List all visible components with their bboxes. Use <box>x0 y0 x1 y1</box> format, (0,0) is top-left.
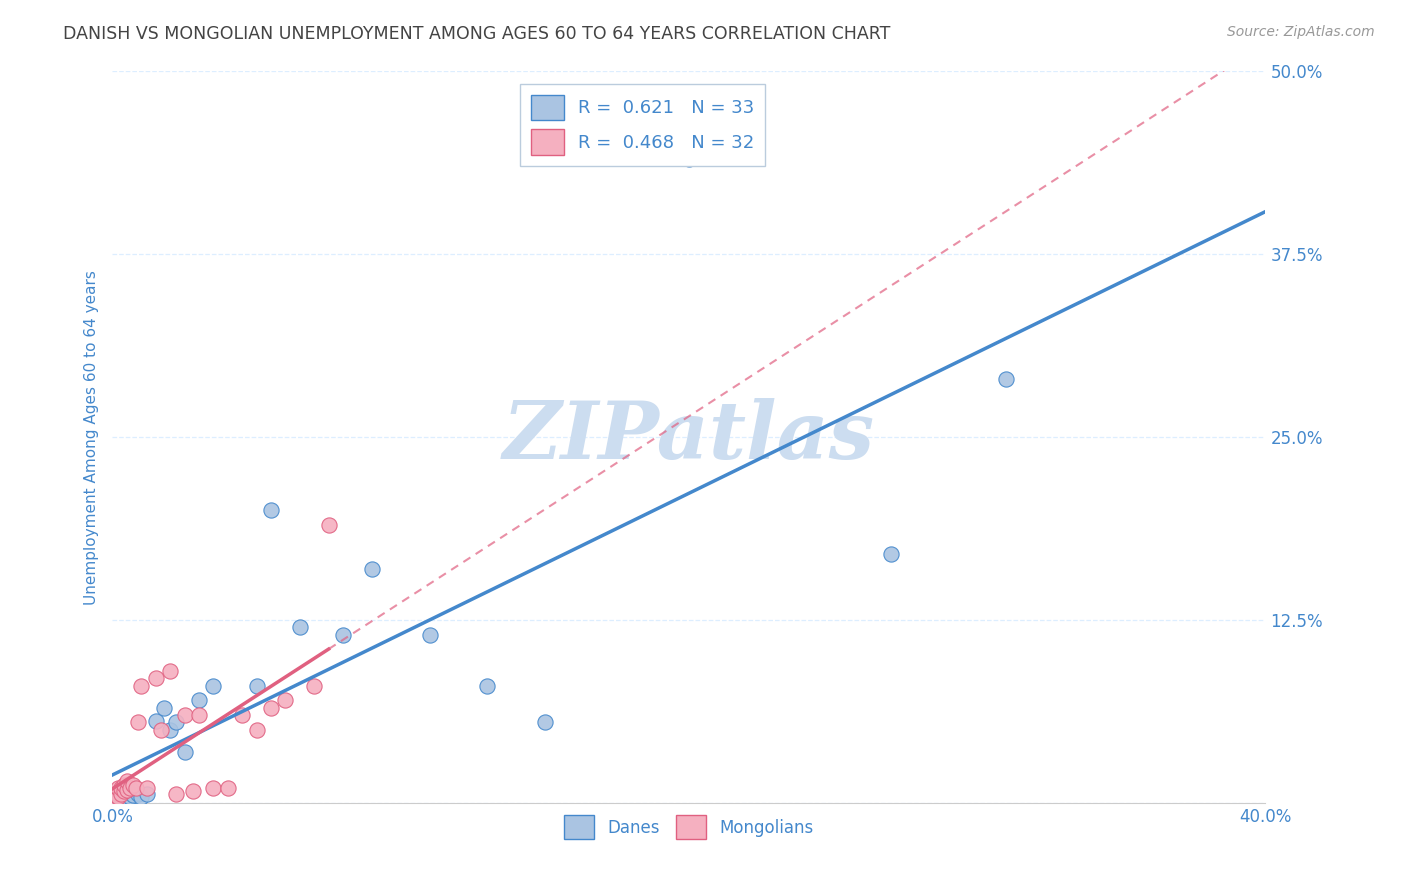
Point <box>318 517 340 532</box>
Point <box>159 664 181 678</box>
Legend: Danes, Mongolians: Danes, Mongolians <box>557 809 821 846</box>
Point <box>150 723 173 737</box>
Point <box>129 789 153 804</box>
Point <box>202 781 225 796</box>
Point <box>107 781 129 796</box>
Point <box>188 693 211 707</box>
Point <box>165 715 187 730</box>
Point <box>104 793 127 807</box>
Point <box>104 787 127 801</box>
Point <box>995 371 1018 385</box>
Point <box>678 152 700 166</box>
Point <box>107 786 129 800</box>
Point <box>124 781 146 796</box>
Point <box>104 791 127 805</box>
Point <box>260 503 283 517</box>
Point <box>360 562 382 576</box>
Point <box>475 679 499 693</box>
Point <box>104 786 127 800</box>
Point <box>145 714 167 728</box>
Point <box>127 715 149 730</box>
Point <box>246 723 269 737</box>
Point <box>110 787 132 801</box>
Point <box>188 708 211 723</box>
Text: DANISH VS MONGOLIAN UNEMPLOYMENT AMONG AGES 60 TO 64 YEARS CORRELATION CHART: DANISH VS MONGOLIAN UNEMPLOYMENT AMONG A… <box>63 25 890 43</box>
Point <box>107 791 129 805</box>
Point <box>104 789 127 803</box>
Point <box>231 708 253 723</box>
Point <box>110 789 132 804</box>
Point <box>136 781 159 796</box>
Point <box>246 679 269 693</box>
Point <box>145 672 167 686</box>
Point <box>181 784 204 798</box>
Point <box>104 789 127 804</box>
Point <box>159 723 181 737</box>
Point <box>274 693 297 707</box>
Point <box>107 789 129 804</box>
Point <box>173 708 195 723</box>
Point <box>110 787 132 801</box>
Y-axis label: Unemployment Among Ages 60 to 64 years: Unemployment Among Ages 60 to 64 years <box>83 269 98 605</box>
Point <box>880 547 903 561</box>
Point <box>304 679 326 693</box>
Text: Source: ZipAtlas.com: Source: ZipAtlas.com <box>1227 25 1375 39</box>
Point <box>165 787 187 801</box>
Point <box>288 620 311 634</box>
Point <box>260 700 283 714</box>
Point <box>118 781 141 796</box>
Point <box>173 745 195 759</box>
Point <box>129 679 153 693</box>
Point <box>153 700 176 714</box>
Point <box>136 787 159 801</box>
Point <box>112 784 135 798</box>
Point <box>110 781 132 796</box>
Point <box>112 778 135 792</box>
Point <box>115 789 138 803</box>
Point <box>332 627 354 641</box>
Point <box>115 773 138 788</box>
Point <box>118 789 141 804</box>
Text: ZIPatlas: ZIPatlas <box>503 399 875 475</box>
Point <box>127 787 149 801</box>
Point <box>419 627 441 641</box>
Point <box>534 715 557 730</box>
Point <box>112 789 135 804</box>
Point <box>121 778 143 792</box>
Point <box>217 781 239 796</box>
Point <box>107 789 129 803</box>
Point <box>121 789 143 803</box>
Point <box>202 679 225 693</box>
Point <box>115 782 138 797</box>
